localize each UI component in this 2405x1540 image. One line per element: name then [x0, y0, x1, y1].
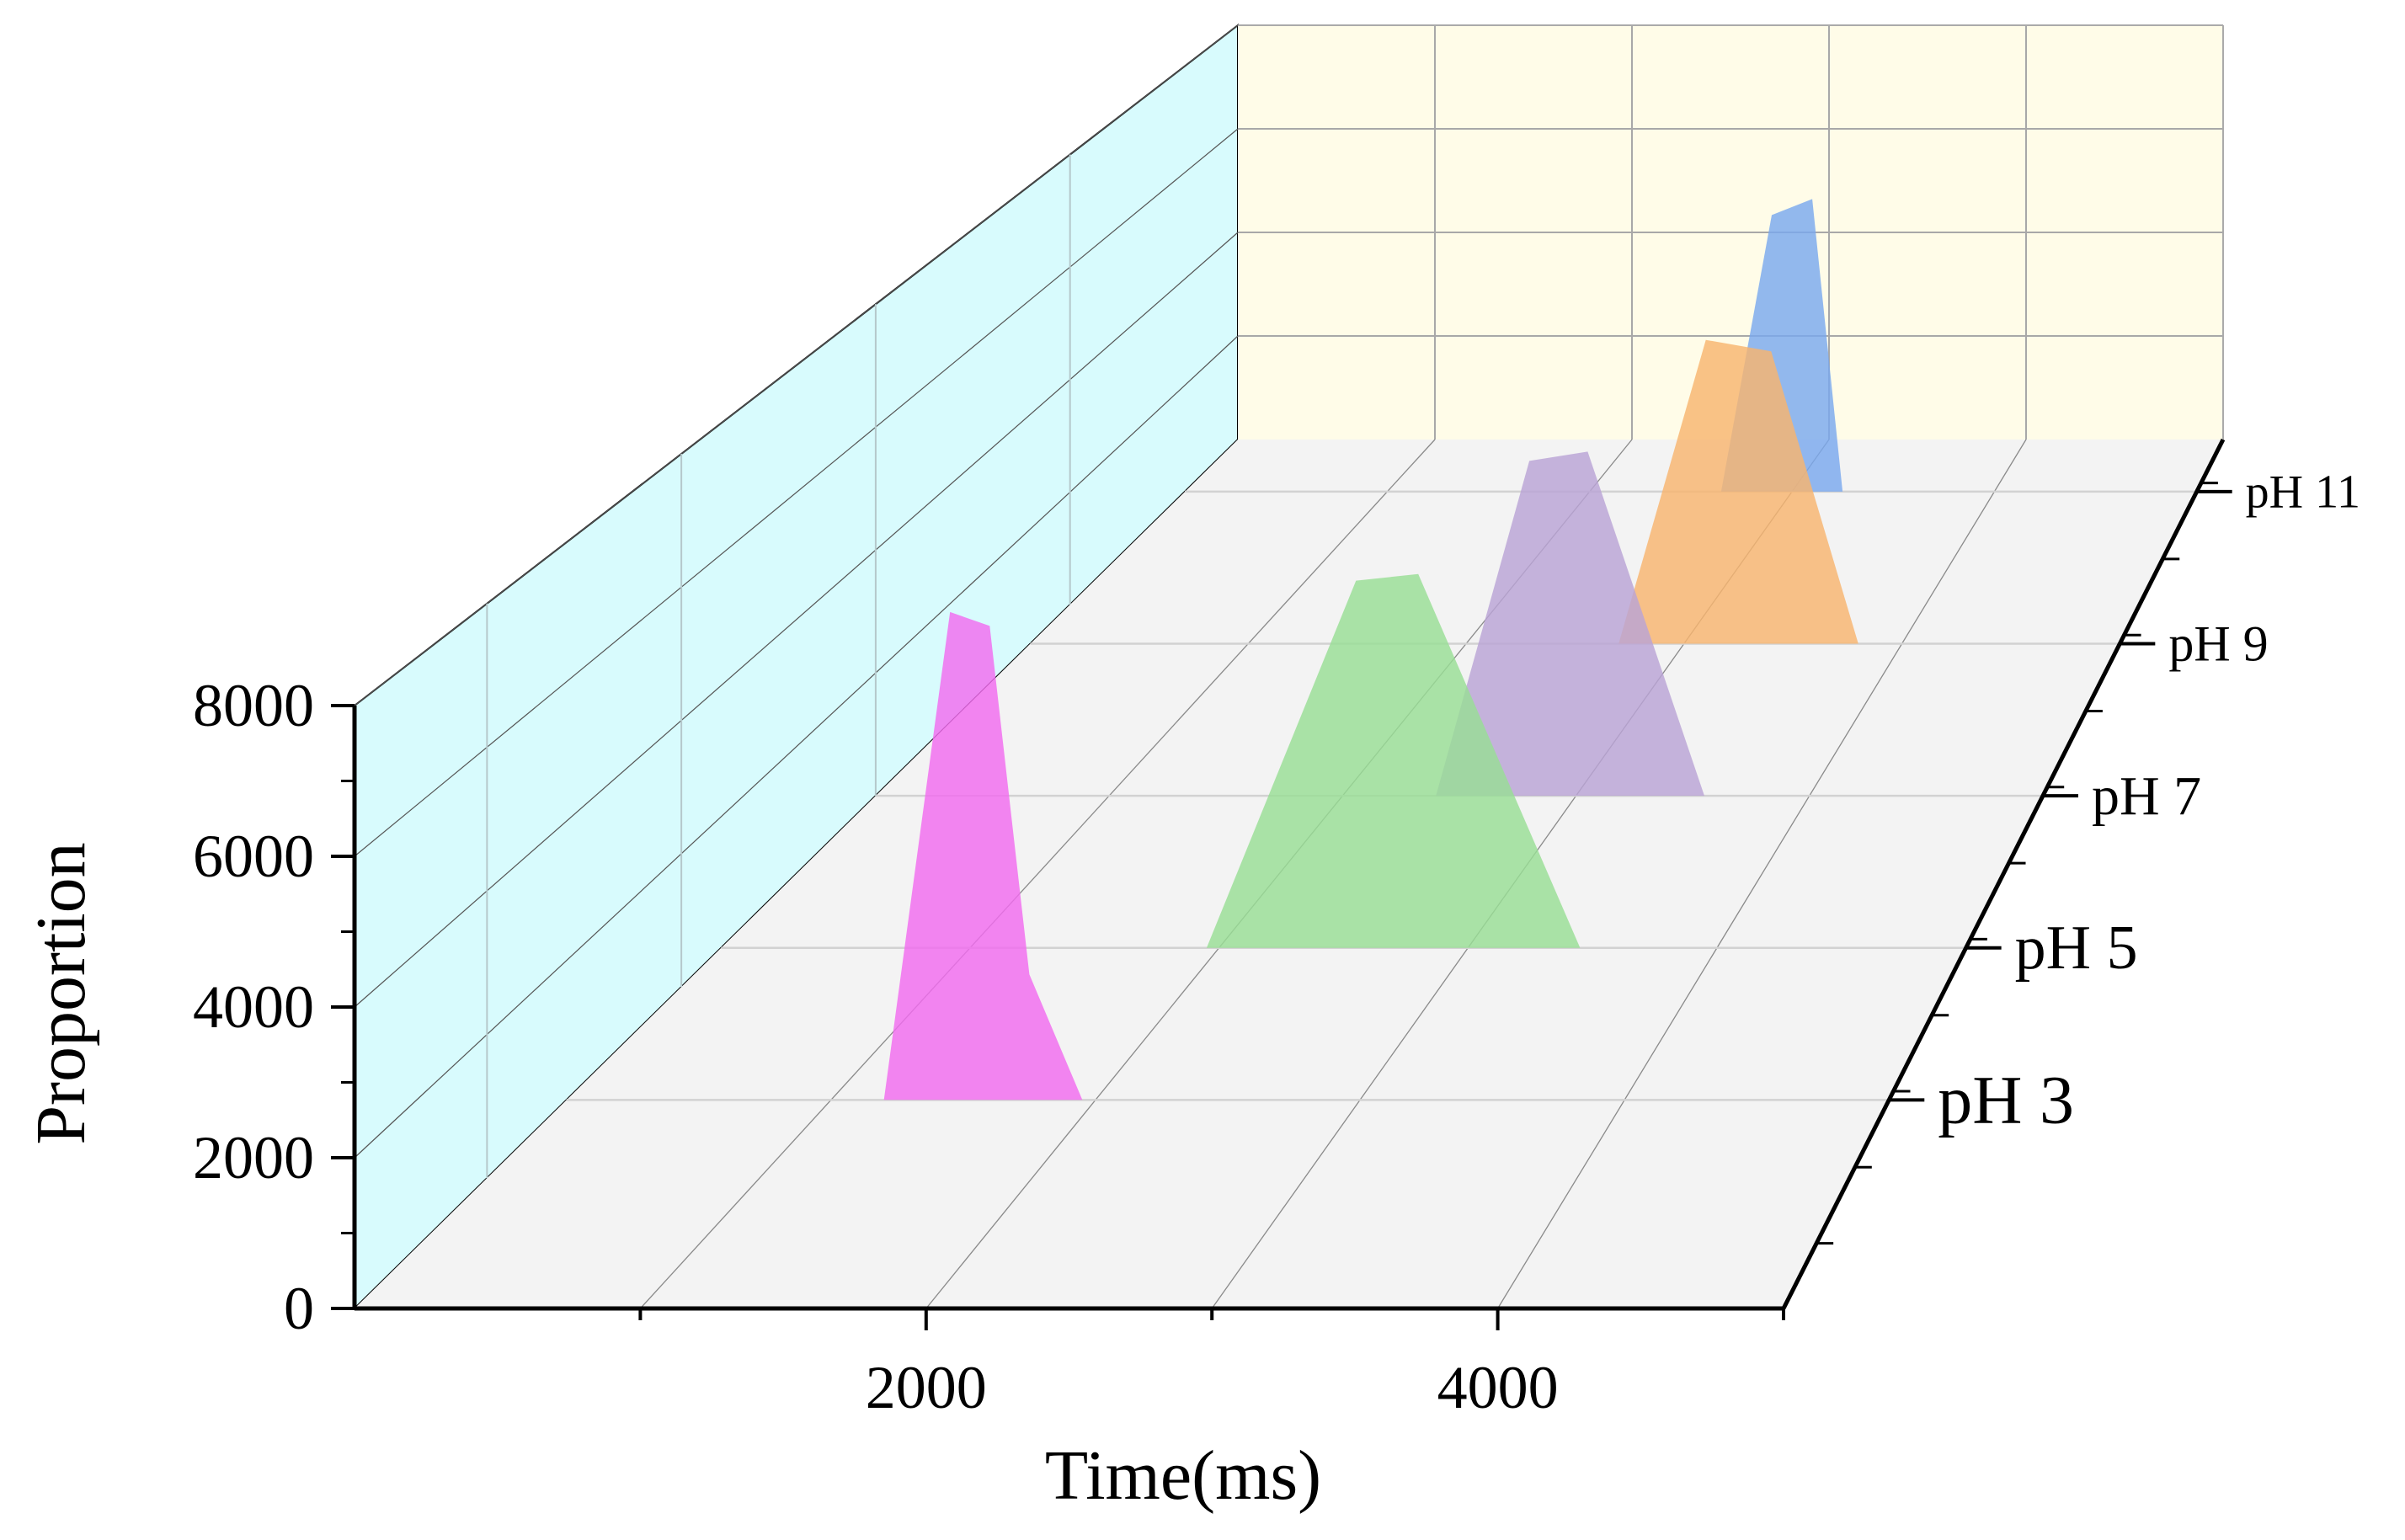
y-tick-label: 0 [284, 1275, 314, 1342]
area-series [883, 199, 1858, 1100]
x-tick-label: 2000 [866, 1354, 987, 1421]
ticks [331, 482, 2232, 1330]
z-tick-label: pH 11 [2246, 466, 2360, 518]
y-tick-label: 2000 [193, 1124, 314, 1191]
side-grid-line [354, 128, 1239, 857]
y-tick-label: 4000 [193, 973, 314, 1041]
y-tick-label: 8000 [193, 672, 314, 739]
y-tick-label: 6000 [193, 823, 314, 890]
z-tick-label: pH 9 [2168, 615, 2268, 671]
x-tick-label: 4000 [1437, 1354, 1559, 1421]
area-ph-5 [1206, 573, 1581, 948]
z-tick-label: pH 3 [1938, 1061, 2074, 1138]
z-tick-label: pH 7 [2092, 765, 2201, 827]
y-axis-title: Proportion [22, 842, 100, 1144]
z-axis-line [1781, 438, 2226, 1310]
side-grid-line [354, 232, 1239, 1008]
area-ph-9 [1618, 339, 1858, 644]
x-axis-title: Time(ms) [1045, 1436, 1321, 1515]
floor-grid-line [639, 439, 1436, 1309]
side-grid-line [354, 24, 1239, 706]
tick-labels: 0 2000 4000 6000 8000 2000 4000 pH 3 pH 5 pH 7 pH … [193, 466, 2360, 1421]
area-ph-3 [883, 611, 1083, 1100]
floor-grid-line [1497, 439, 2027, 1309]
area-ph-7 [1436, 451, 1704, 797]
side-grid-line [354, 335, 1239, 1159]
z-tick-label: pH 5 [2015, 914, 2138, 983]
